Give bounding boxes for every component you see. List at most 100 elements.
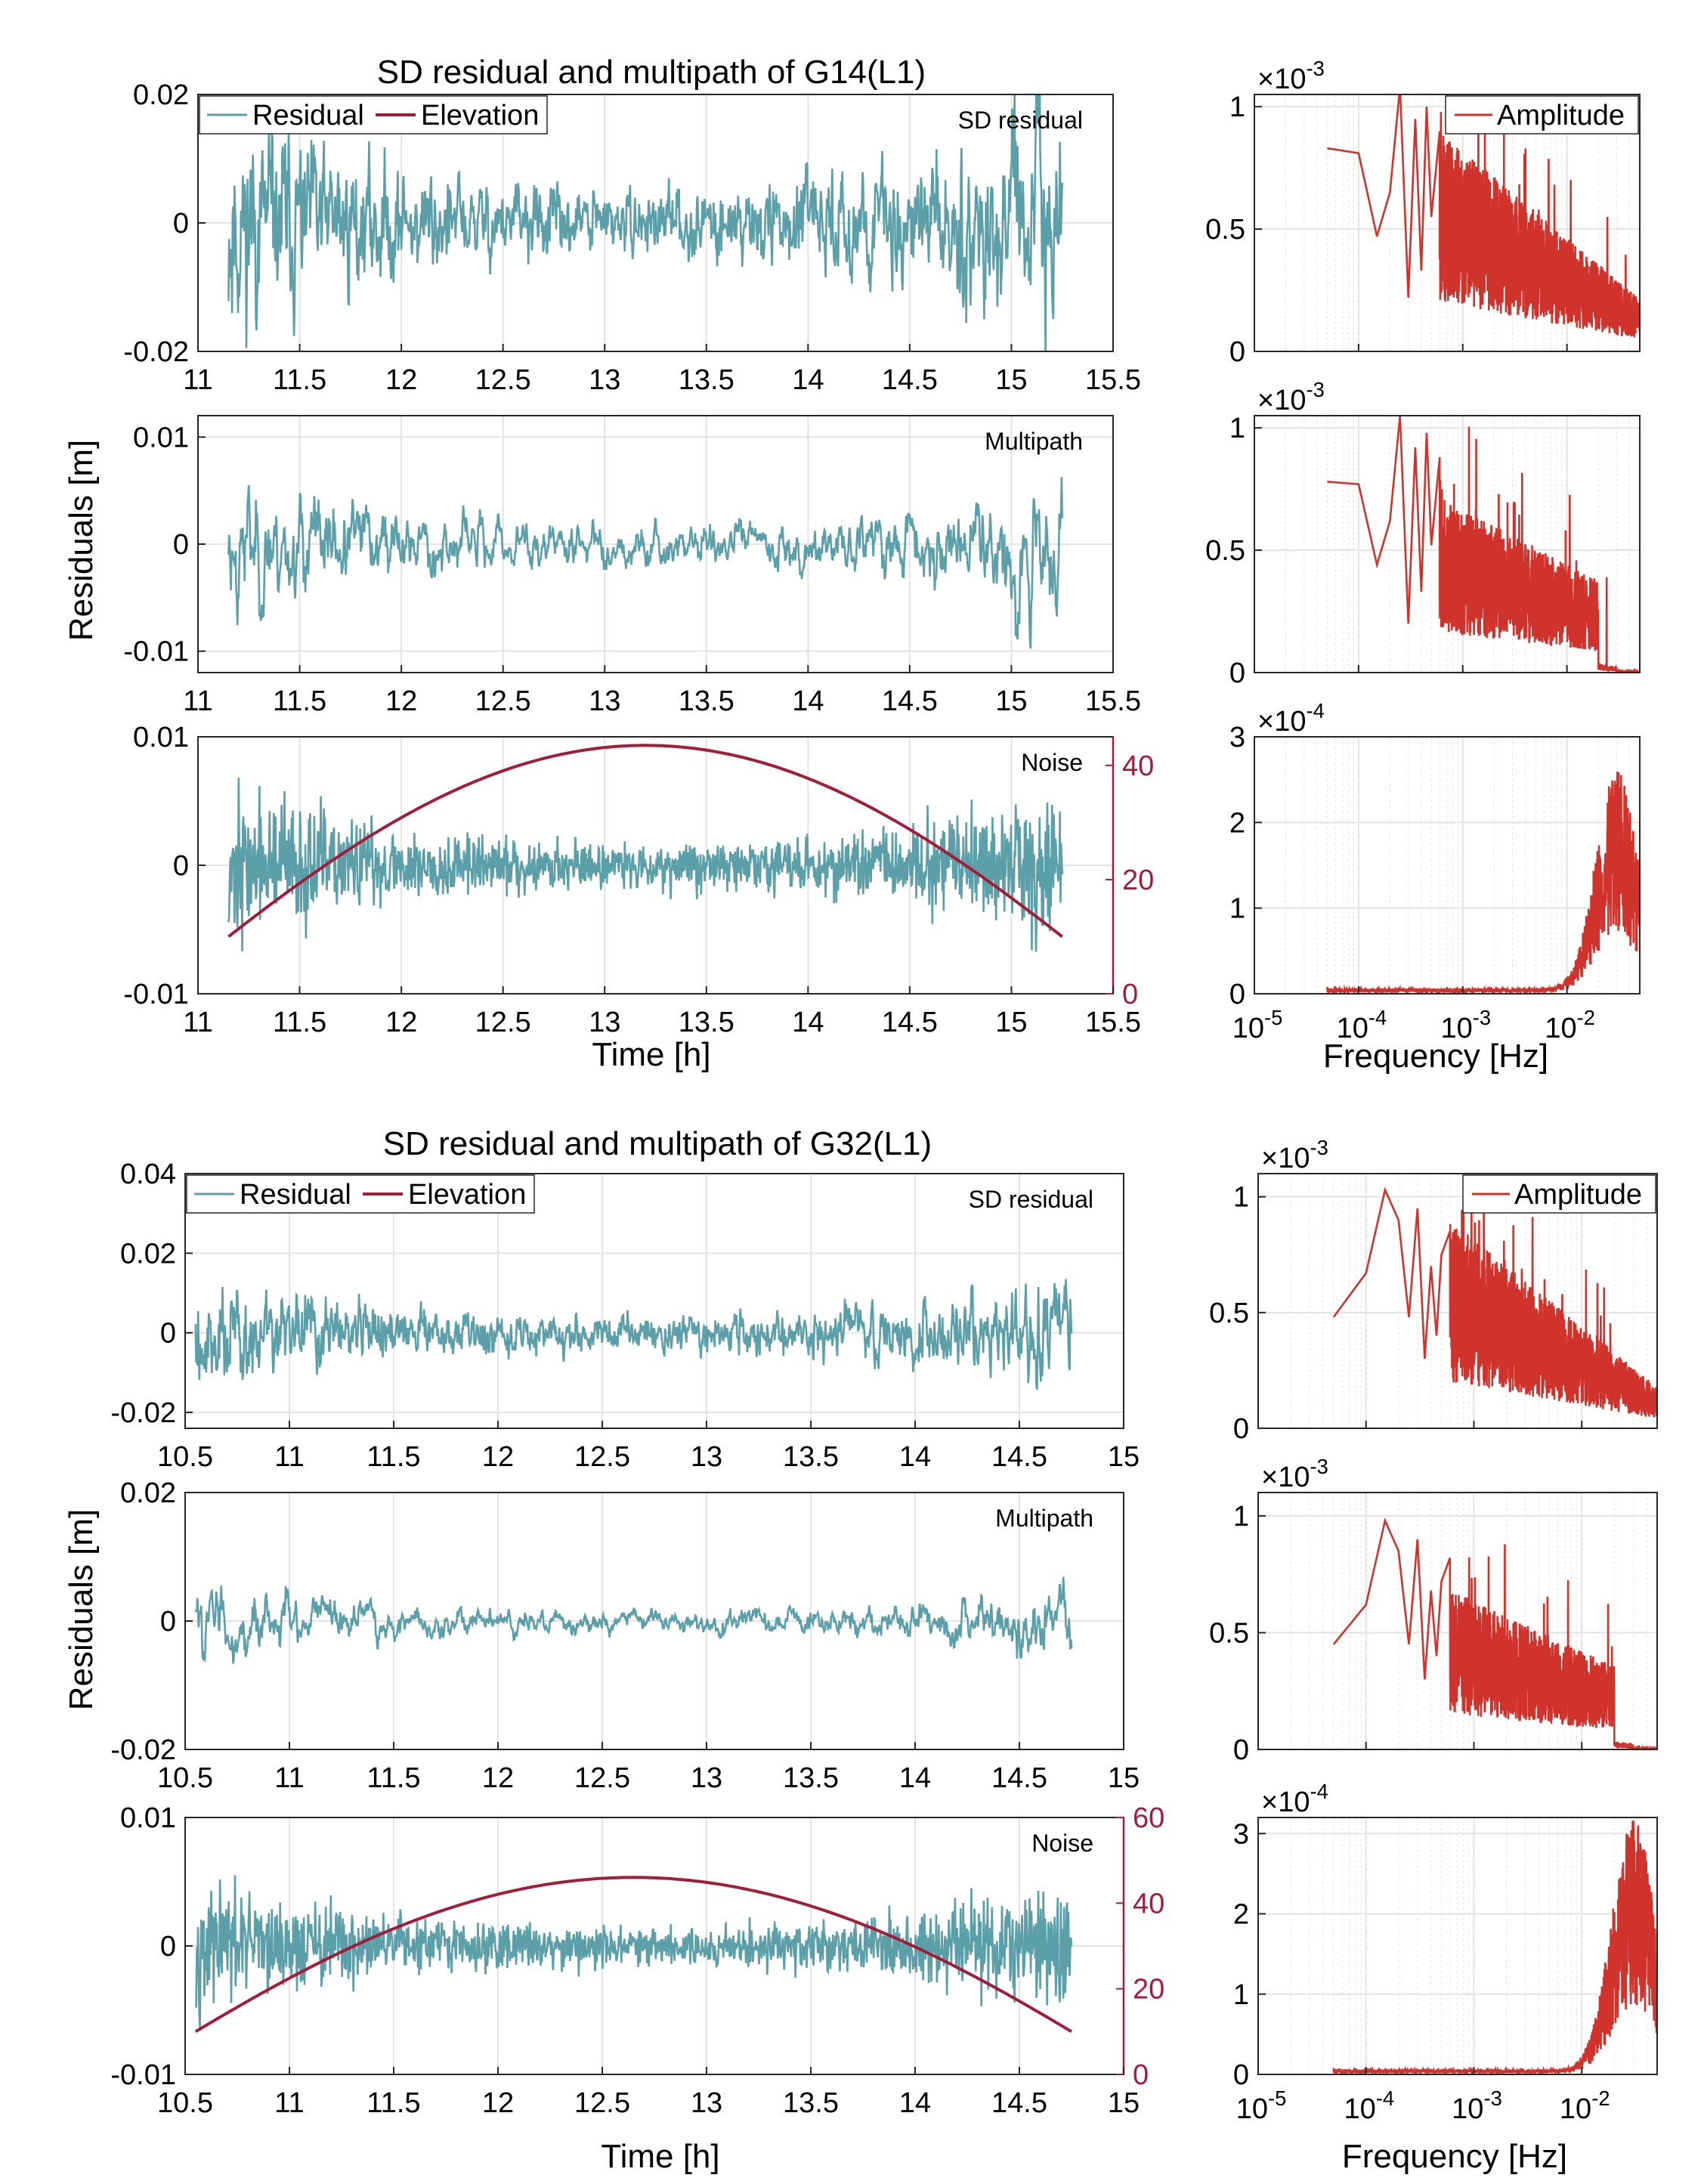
panel-G14-spectrum-2: 0 1 2 3 10-5 10-4 10-3 10-2 ×10-4 [1229, 699, 1641, 1044]
x-tick-label: 14 [899, 1762, 931, 1794]
legend-residual-label: Residual [240, 1179, 351, 1211]
x-tick-label: 11.5 [273, 685, 326, 717]
y-tick-label: 0.02 [133, 79, 189, 111]
series-group [227, 744, 1063, 952]
x-tick-label: 12.5 [475, 685, 531, 717]
y-tick-label: 1 [1233, 1182, 1249, 1214]
x-tick-label: 12.5 [574, 1441, 630, 1473]
panel-G14-1: -0.01 0 0.01 11 11.5 12 12.5 13 13.5 14 14.5 15 15.5… [123, 415, 1141, 717]
x-tick-label: 10.5 [157, 2087, 213, 2119]
panel-label: Noise [1031, 1830, 1093, 1857]
amplitude-series-line [1327, 416, 1640, 673]
x-tick-label: 12 [385, 685, 417, 717]
residual-series-line [227, 94, 1063, 351]
legend-amplitude-label: Amplitude [1497, 100, 1625, 131]
panel-label: SD residual [958, 107, 1083, 134]
y-tick-label: 3 [1229, 722, 1245, 753]
y-tick-label: 0.5 [1209, 1617, 1249, 1649]
xlabel-g32: Time [h] [601, 2138, 719, 2175]
x-tick-label: 10-4 [1344, 2087, 1394, 2125]
y-tick-label: 2 [1229, 807, 1245, 839]
x-tick-label: 14.5 [882, 685, 938, 717]
x-tick-label: 15 [1108, 1762, 1140, 1794]
x-tick-label: 10.5 [157, 1441, 213, 1473]
y-tick-label: 0.01 [133, 422, 189, 453]
x-tick-label: 11 [183, 685, 212, 717]
series-group [1327, 416, 1640, 673]
x-tick-label: 10.5 [157, 1762, 213, 1794]
x-tick-label: 11 [183, 364, 212, 396]
series-group [227, 477, 1063, 649]
x-tick-label: 12.5 [574, 2087, 630, 2119]
x-tick-label: 12 [385, 1007, 417, 1038]
y2-tick-label: 0 [1122, 979, 1138, 1010]
y-tick-label: 0.01 [120, 1802, 176, 1834]
axes-background [1258, 1817, 1657, 2074]
x-tick-label: 15.5 [1085, 1007, 1141, 1038]
y-tick-label: -0.02 [110, 1397, 176, 1429]
amplitude-series-line [1332, 1517, 1657, 1749]
x-tick-label: 12.5 [475, 364, 531, 396]
panel-G14-0: -0.02 0 0.02 11 11.5 12 12.5 13 13.5 14 14.5 15 15.5… [123, 79, 1141, 396]
axes-frame [1257, 1173, 1658, 1429]
x-tick-label: 13.5 [679, 1007, 734, 1038]
y-tick-label: -0.01 [123, 636, 189, 668]
series-group [1327, 94, 1640, 338]
y-tick-label: -0.01 [123, 979, 189, 1010]
legend-elevation-label: Elevation [421, 100, 539, 131]
x-tick-label: 11 [274, 1441, 304, 1473]
x-tick-label: 11.5 [273, 1007, 326, 1038]
exponent-label: ×10-3 [1257, 57, 1325, 95]
amplitude-series-line [1326, 771, 1640, 994]
x-tick-label: 15 [1108, 2087, 1140, 2119]
panel-G14-spectrum-0: 0 0.5 1 ×10-3 Amplitude [1205, 57, 1641, 368]
series-group [194, 1576, 1073, 1664]
panel-G14-spectrum-1: 0 0.5 1 ×10-3 [1205, 378, 1641, 689]
y-tick-label: 0 [173, 850, 189, 882]
series-group [1326, 771, 1640, 994]
x-tick-label: 15.5 [1085, 364, 1141, 396]
title-g32: SD residual and multipath of G32(L1) [383, 1125, 932, 1162]
y-tick-label: 1 [1233, 1979, 1249, 2011]
panel-G32-spectrum-0: 0 0.5 1 ×10-3 Amplitude [1209, 1136, 1658, 1445]
y2-tick-label: 40 [1133, 1888, 1164, 1920]
y-tick-label: 0 [1233, 1413, 1249, 1445]
x-tick-label: 15 [995, 685, 1027, 717]
ylabel-g14: Residuals [m] [63, 440, 100, 642]
y-tick-label: -0.01 [110, 2059, 176, 2091]
x-tick-label: 15 [995, 1007, 1027, 1038]
y-tick-label: 0 [160, 1606, 176, 1638]
residual-series-line [227, 477, 1063, 649]
amplitude-series-line [1332, 1820, 1657, 2074]
y2-tick-label: 20 [1122, 865, 1154, 896]
series-group [227, 94, 1063, 351]
x-tick-label: 13.5 [783, 1762, 839, 1794]
x-tick-label: 14 [792, 364, 824, 396]
x-tick-label: 14.5 [991, 2087, 1047, 2119]
x-tick-label: 10-5 [1236, 2087, 1287, 2125]
axes-background [185, 1174, 1124, 1428]
y-tick-label: 0.5 [1205, 214, 1245, 246]
y2-tick-label: 20 [1133, 1974, 1164, 2006]
panel-label: SD residual [969, 1186, 1093, 1213]
y2-tick-label: 60 [1133, 1802, 1164, 1834]
x-tick-label: 13 [691, 2087, 722, 2119]
y-tick-label: 0.01 [133, 722, 189, 753]
y-tick-label: 0.02 [120, 1238, 176, 1270]
legend: Amplitude [1445, 95, 1639, 135]
legend: Residual Elevation [199, 95, 548, 135]
y-tick-label: 0.04 [120, 1159, 176, 1190]
y-tick-label: -0.02 [123, 336, 189, 368]
xlabel-g14-spectrum: Frequency [Hz] [1323, 1038, 1548, 1075]
panel-G32-1: -0.02 0 0.02 10.5 11 11.5 12 12.5 13 13.5 14 14.5 15… [110, 1477, 1140, 1794]
panel-label: Noise [1021, 749, 1083, 776]
x-tick-label: 10-5 [1232, 1006, 1283, 1044]
x-tick-label: 14.5 [882, 364, 938, 396]
panel-G14-2: -0.01 0 0.01 0 20 40 11 11.5 12 12.5 13 13.5 14 14.5 1… [123, 722, 1154, 1038]
x-tick-label: 12 [482, 1441, 514, 1473]
y2-tick-label: 0 [1133, 2059, 1149, 2091]
panel-G32-spectrum-2: 0 1 2 3 10-5 10-4 10-3 10-2 ×10-4 [1233, 1780, 1658, 2125]
x-tick-label: 12 [482, 2087, 514, 2119]
